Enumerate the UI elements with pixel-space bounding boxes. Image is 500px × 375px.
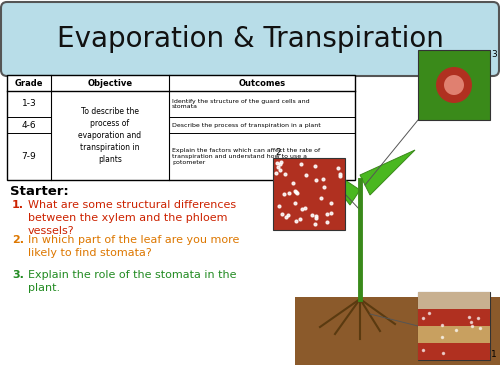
- Polygon shape: [315, 160, 360, 205]
- Text: 1.: 1.: [12, 200, 24, 210]
- Bar: [418, 292, 490, 360]
- Text: 3: 3: [491, 50, 497, 59]
- Text: Explain the factors which can affect the rate of
transpiration and understand ho: Explain the factors which can affect the…: [172, 148, 320, 165]
- Text: 7-9: 7-9: [22, 152, 36, 161]
- Text: 3.: 3.: [12, 270, 24, 280]
- FancyBboxPatch shape: [1, 2, 499, 76]
- Bar: [418, 292, 490, 309]
- Bar: [273, 158, 345, 230]
- Text: Starter:: Starter:: [10, 185, 69, 198]
- Circle shape: [436, 67, 472, 103]
- Text: Evaporation & Transpiration: Evaporation & Transpiration: [56, 25, 444, 53]
- Polygon shape: [360, 150, 415, 195]
- Bar: [418, 343, 490, 360]
- Text: 2.: 2.: [12, 235, 24, 245]
- Bar: [418, 326, 490, 343]
- Text: Explain the role of the stomata in the
plant.: Explain the role of the stomata in the p…: [28, 270, 236, 293]
- Circle shape: [444, 75, 464, 95]
- Text: What are some structural differences
between the xylem and the phloem
vessels?: What are some structural differences bet…: [28, 200, 236, 236]
- Text: 4-6: 4-6: [22, 120, 36, 129]
- Text: 1: 1: [491, 350, 497, 359]
- Bar: [7, 75, 355, 180]
- Text: Describe the process of transpiration in a plant: Describe the process of transpiration in…: [172, 123, 321, 128]
- Text: 2: 2: [275, 148, 280, 157]
- Bar: [418, 309, 490, 326]
- Text: Outcomes: Outcomes: [238, 78, 286, 87]
- Text: Objective: Objective: [88, 78, 132, 87]
- Bar: [418, 50, 490, 120]
- Bar: [295, 297, 500, 365]
- Text: In which part of the leaf are you more
likely to find stomata?: In which part of the leaf are you more l…: [28, 235, 240, 258]
- Text: Identify the structure of the guard cells and
stomata: Identify the structure of the guard cell…: [172, 99, 310, 109]
- Text: 1-3: 1-3: [22, 99, 36, 108]
- Text: Grade: Grade: [15, 78, 44, 87]
- Text: To describe the
process of
evaporation and
transpiration in
plants: To describe the process of evaporation a…: [78, 107, 142, 164]
